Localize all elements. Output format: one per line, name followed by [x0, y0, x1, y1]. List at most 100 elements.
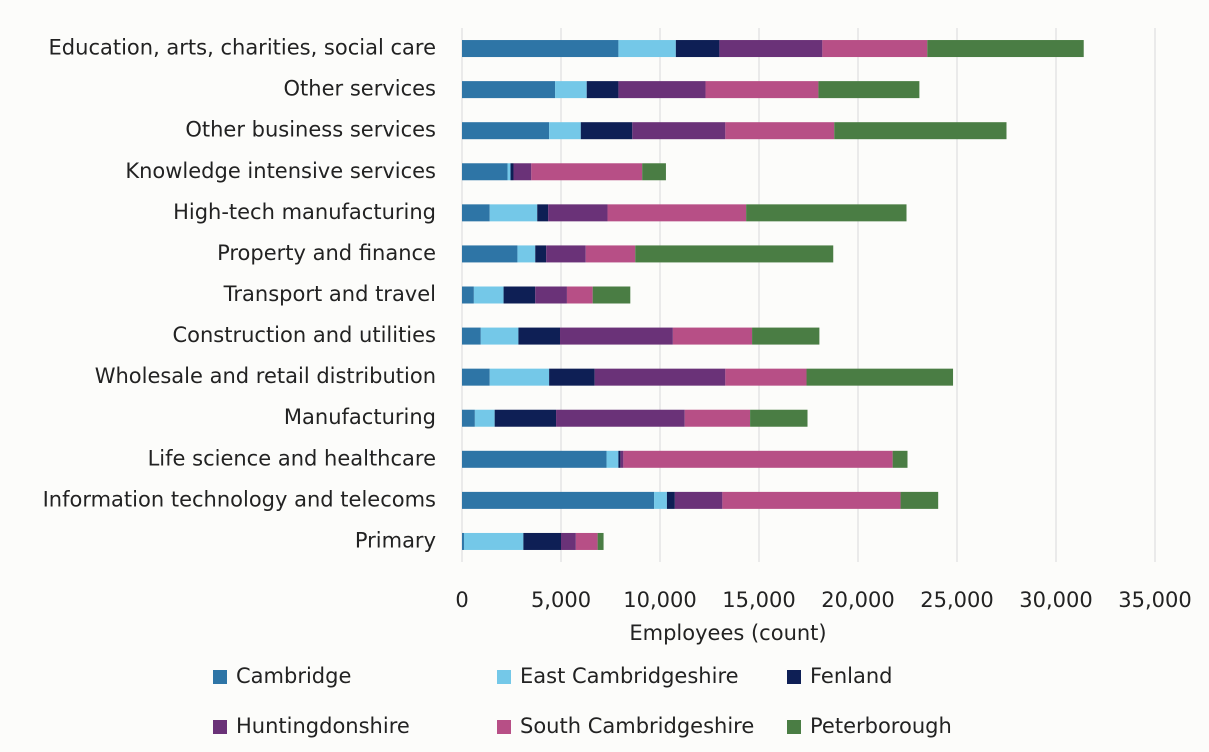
bar-segment — [675, 40, 720, 58]
bar-segment — [548, 204, 608, 222]
bar-segment — [462, 122, 550, 140]
bar-segment — [537, 204, 549, 222]
bar-segment — [666, 491, 675, 509]
bar-segment — [607, 204, 747, 222]
bar-segment — [594, 368, 726, 386]
legend-swatch — [787, 720, 801, 734]
bar-segment — [746, 204, 907, 222]
bar-segment — [462, 491, 655, 509]
bar-segment — [586, 81, 619, 99]
bar-segment — [750, 409, 808, 427]
bar-segment — [462, 81, 556, 99]
legend-label: Peterborough — [810, 714, 952, 738]
bar-segment — [585, 245, 636, 263]
x-tick-label: 25,000 — [920, 588, 993, 612]
bar-segment — [462, 245, 518, 263]
bar-segment — [462, 409, 475, 427]
y-tick-label: Construction and utilities — [172, 323, 436, 347]
bar-segment — [566, 286, 593, 304]
bar-segment — [503, 286, 536, 304]
bar-segment — [480, 327, 519, 345]
bar-segment — [818, 81, 920, 99]
x-tick-label: 10,000 — [623, 588, 696, 612]
bar-segment — [518, 327, 561, 345]
y-tick-label: Information technology and telecoms — [43, 487, 436, 511]
bar-segment — [722, 491, 901, 509]
bar-segment — [510, 163, 514, 181]
bar-segment — [462, 532, 464, 550]
bar-segment — [546, 245, 586, 263]
bar-segment — [473, 286, 504, 304]
bar-segment — [489, 204, 538, 222]
bar-segment — [632, 122, 726, 140]
legend-label: Fenland — [810, 664, 893, 688]
bar-segment — [672, 327, 753, 345]
legend-swatch — [497, 720, 511, 734]
legend-swatch — [787, 670, 801, 684]
bar-segment — [580, 122, 633, 140]
legend-swatch — [497, 670, 511, 684]
bar-segment — [462, 327, 481, 345]
bar-segment — [597, 532, 604, 550]
bar-segment — [635, 245, 834, 263]
bar-segment — [462, 40, 619, 58]
bar-segment — [606, 450, 619, 468]
y-tick-label: Other business services — [185, 118, 436, 142]
legend-label: Cambridge — [236, 664, 351, 688]
y-tick-label: High-tech manufacturing — [173, 200, 436, 224]
bar-segment — [556, 409, 685, 427]
y-tick-label: Property and finance — [217, 241, 436, 265]
bar-segment — [900, 491, 939, 509]
y-tick-label: Life science and healthcare — [148, 446, 436, 470]
bar-segment — [513, 163, 532, 181]
bar-segment — [642, 163, 666, 181]
y-tick-label: Primary — [355, 528, 436, 552]
bar-segment — [654, 491, 667, 509]
bar-segment — [927, 40, 1084, 58]
bar-segment — [834, 122, 1007, 140]
bar-segment — [806, 368, 954, 386]
bar-segment — [752, 327, 820, 345]
bar-segment — [507, 163, 511, 181]
bar-segment — [575, 532, 598, 550]
bar-segment — [674, 491, 723, 509]
bar-segment — [620, 450, 624, 468]
bar-segment — [531, 163, 643, 181]
bar-segment — [462, 450, 607, 468]
bar-segment — [549, 368, 595, 386]
y-tick-label: Education, arts, charities, social care — [49, 36, 436, 60]
x-axis-label: Employees (count) — [629, 621, 826, 645]
x-tick-label: 35,000 — [1118, 588, 1191, 612]
bar-segment — [462, 368, 490, 386]
legend-label: South Cambridgeshire — [520, 714, 754, 738]
bar-segment — [725, 368, 807, 386]
bar-segment — [618, 81, 706, 99]
bar-segment — [517, 245, 536, 263]
bar-segment — [463, 532, 524, 550]
x-tick-label: 30,000 — [1019, 588, 1092, 612]
bar-segment — [474, 409, 495, 427]
bar-segment — [892, 450, 908, 468]
bar-segment — [684, 409, 751, 427]
y-tick-label: Other services — [284, 77, 436, 101]
y-tick-label: Wholesale and retail distribution — [95, 364, 436, 388]
bar-segment — [535, 245, 547, 263]
legend-label: East Cambridgeshire — [520, 664, 739, 688]
bar-segment — [523, 532, 561, 550]
legend-swatch — [213, 720, 227, 734]
bar-segment — [623, 450, 893, 468]
bar-segment — [618, 40, 676, 58]
bar-segment — [489, 368, 550, 386]
bar-segment — [725, 122, 835, 140]
bar-segment — [822, 40, 928, 58]
x-tick-label: 15,000 — [722, 588, 795, 612]
bar-segment — [555, 81, 587, 99]
bar-segment — [494, 409, 557, 427]
bar-segment — [462, 204, 490, 222]
bar-segment — [462, 286, 474, 304]
y-tick-label: Manufacturing — [284, 405, 436, 429]
x-tick-label: 20,000 — [821, 588, 894, 612]
bar-segment — [592, 286, 631, 304]
bar-segment — [618, 450, 621, 468]
